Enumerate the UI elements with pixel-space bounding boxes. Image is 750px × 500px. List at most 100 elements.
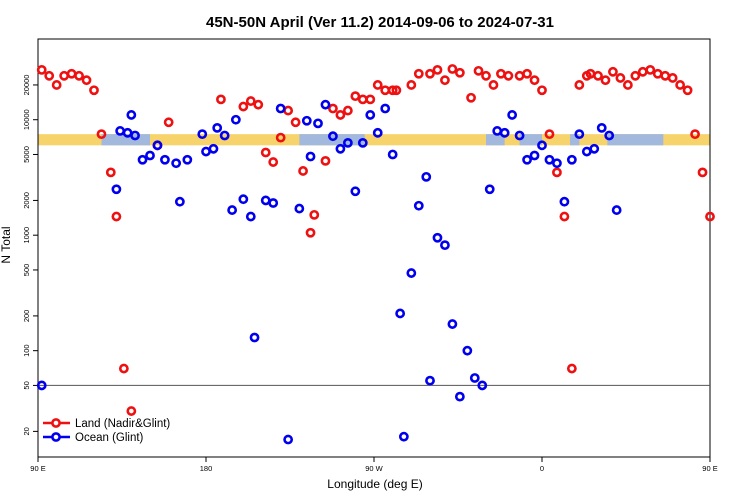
y-tick-label: 200 [22, 310, 31, 323]
data-point-ocean [201, 146, 211, 157]
data-point-land [608, 66, 618, 77]
data-point-land [454, 67, 465, 78]
data-point-land [697, 167, 708, 178]
y-tick-label: 20000 [22, 75, 31, 96]
data-point-ocean [477, 380, 488, 391]
data-point-ocean [611, 205, 622, 215]
data-point-land [682, 85, 693, 96]
data-point-ocean [36, 380, 47, 391]
data-point-ocean [208, 143, 219, 154]
data-point-ocean [294, 203, 305, 214]
data-point-ocean [421, 171, 432, 182]
data-point-ocean [342, 137, 353, 148]
data-point-land [81, 75, 92, 86]
data-point-ocean [507, 110, 518, 120]
series-land [36, 64, 715, 416]
data-point-land [74, 70, 84, 81]
data-point-land [365, 94, 376, 105]
data-point-land [529, 75, 540, 86]
data-point-land [432, 65, 443, 75]
data-point-ocean [398, 431, 409, 442]
data-point-ocean [413, 200, 424, 211]
data-point-ocean [365, 110, 376, 120]
data-point-ocean [305, 151, 316, 162]
data-point-land [111, 211, 122, 222]
data-point-land [305, 227, 316, 238]
data-point-land [645, 65, 656, 75]
data-point-land [380, 85, 391, 96]
data-point-ocean [604, 130, 615, 141]
data-point-land [357, 94, 368, 105]
legend: Land (Nadir&Glint) Ocean (Glint) [43, 418, 170, 444]
data-point-ocean [249, 332, 260, 343]
data-point-land [406, 80, 417, 90]
data-point-land [544, 129, 555, 140]
data-point-ocean [160, 154, 170, 165]
band-ocean [519, 134, 542, 146]
y-tick-label: 500 [22, 264, 31, 277]
data-point-ocean [260, 195, 271, 206]
data-point-land [652, 68, 663, 79]
band-ocean [607, 134, 664, 146]
data-point-land [488, 80, 499, 90]
data-point-ocean [357, 137, 368, 148]
y-tick-label: 2000 [22, 192, 31, 209]
data-point-land [283, 105, 294, 116]
y-tick-label: 100 [22, 344, 31, 357]
data-point-ocean [559, 196, 570, 207]
data-point-ocean [227, 205, 238, 215]
data-point-land [425, 68, 435, 79]
data-point-land [593, 70, 603, 81]
data-point-land [413, 68, 424, 79]
data-point-land [514, 70, 525, 81]
data-point-ocean [566, 154, 577, 165]
x-tick-label: 90 E [30, 464, 45, 473]
data-point-land [335, 110, 346, 120]
data-point-ocean [395, 308, 406, 319]
data-point-ocean [238, 194, 249, 205]
data-point-land [615, 73, 626, 83]
y-tick-label: 20 [22, 427, 31, 435]
data-point-ocean [499, 127, 510, 138]
legend-label: Land (Nadir&Glint) [75, 418, 170, 430]
data-point-ocean [372, 127, 383, 138]
data-point-ocean [171, 158, 182, 169]
chart-title: 45N-50N April (Ver 11.2) 2014-09-06 to 2… [206, 14, 554, 31]
data-point-land [667, 73, 678, 83]
data-point-land [637, 66, 648, 77]
data-point-land [630, 70, 641, 81]
x-axis-label: Longitude (deg E) [327, 477, 422, 491]
data-point-land [466, 92, 476, 103]
data-point-ocean [552, 158, 562, 169]
data-point-ocean [492, 126, 503, 136]
data-point-ocean [596, 122, 607, 133]
data-point-ocean [447, 319, 458, 329]
data-point-ocean [425, 375, 435, 386]
data-point-ocean [145, 150, 155, 161]
data-point-land [44, 70, 55, 81]
data-point-land [342, 105, 353, 116]
data-point-land [675, 80, 686, 90]
data-point-ocean [484, 184, 495, 195]
data-point-land [328, 103, 338, 114]
data-point-ocean [589, 143, 600, 154]
x-axis: 90 E 180 90 W 0 90 E [30, 457, 718, 473]
data-point-land [268, 157, 279, 167]
data-point-land [118, 363, 129, 374]
data-point-land [66, 68, 77, 79]
data-point-land [391, 85, 402, 96]
data-point-land [216, 94, 226, 105]
data-point-land [51, 80, 62, 90]
data-point-land [552, 167, 562, 178]
data-point-ocean [544, 154, 555, 165]
data-point-ocean [152, 140, 163, 151]
data-point-ocean [245, 211, 256, 222]
y-tick-label: 1000 [22, 227, 31, 244]
data-point-land [275, 132, 286, 143]
data-point-land [660, 70, 671, 81]
y-axis-label: N Total [0, 226, 13, 263]
data-point-ocean [380, 103, 391, 114]
data-point-land [350, 91, 361, 102]
data-point-ocean [406, 268, 417, 278]
